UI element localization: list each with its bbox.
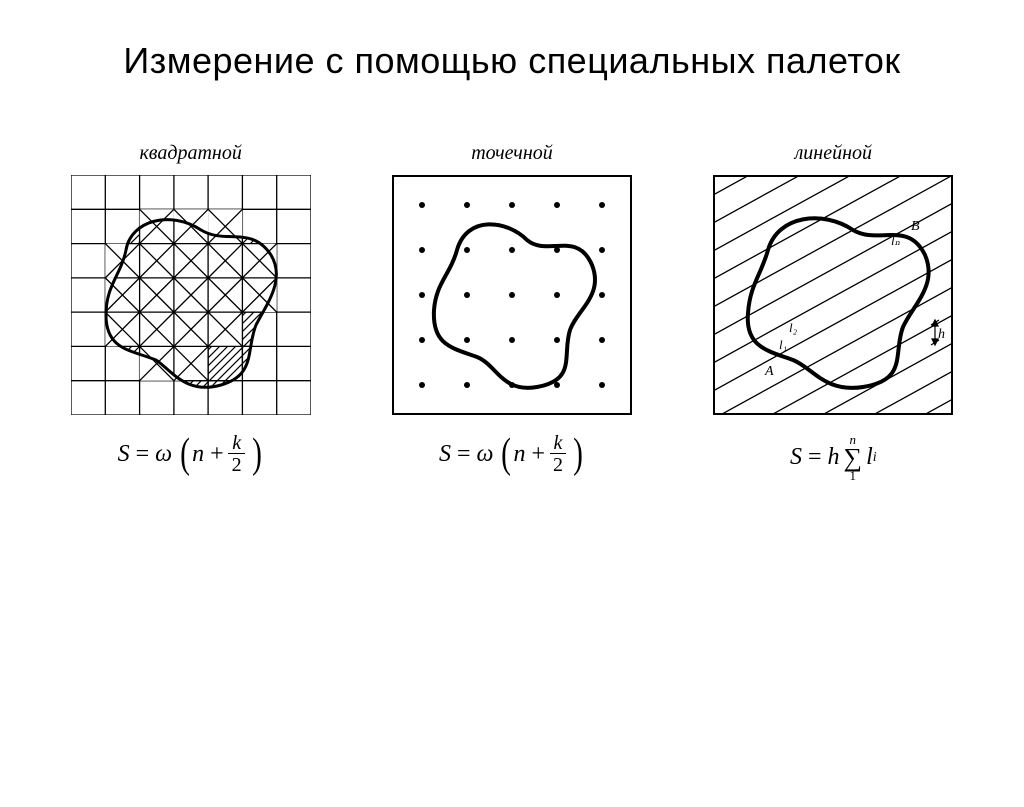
formula-S: S [118, 441, 130, 468]
panels-row: квадратной [0, 142, 1024, 482]
label-ln: lₙ [891, 233, 901, 248]
formula-n: n [513, 441, 525, 468]
panel-linear: линейной A B l₁ l₂ lₙ h S = hn∑1li [683, 142, 983, 482]
label-h: h [938, 327, 945, 342]
panel-linear-figure: A B l₁ l₂ lₙ h [713, 175, 953, 415]
panel-linear-title: линейной [795, 142, 872, 165]
panel-point-figure [392, 175, 632, 415]
label-l1: l₁ [779, 337, 787, 352]
formula-omega: ω [155, 441, 172, 468]
formula-h: h [828, 444, 840, 471]
formula-lower: 1 [850, 469, 857, 482]
panel-square-formula: S = ω (n +k2) [118, 433, 264, 476]
panel-point: точечной S = ω (n +k2) [362, 142, 662, 482]
page-title: Измерение с помощью специальных палеток [0, 40, 1024, 82]
formula-l: l [866, 444, 873, 471]
label-l2: l₂ [789, 320, 798, 335]
label-A: A [764, 364, 774, 379]
formula-omega: ω [477, 441, 494, 468]
formula-sub-i: i [873, 450, 877, 466]
panel-point-title: точечной [471, 142, 553, 165]
formula-n: n [192, 441, 204, 468]
formula-denom: 2 [228, 454, 246, 476]
panel-square: квадратной [41, 142, 341, 482]
sigma-icon: ∑ [844, 446, 863, 469]
panel-point-formula: S = ω (n +k2) [439, 433, 585, 476]
formula-S: S [790, 444, 802, 471]
label-B: B [911, 219, 920, 234]
formula-S: S [439, 441, 451, 468]
panel-linear-formula: S = hn∑1li [790, 433, 877, 482]
panel-square-title: квадратной [139, 142, 241, 165]
formula-k: k [550, 433, 567, 454]
panel-square-figure [71, 175, 311, 415]
formula-k: k [228, 433, 245, 454]
formula-denom: 2 [549, 454, 567, 476]
